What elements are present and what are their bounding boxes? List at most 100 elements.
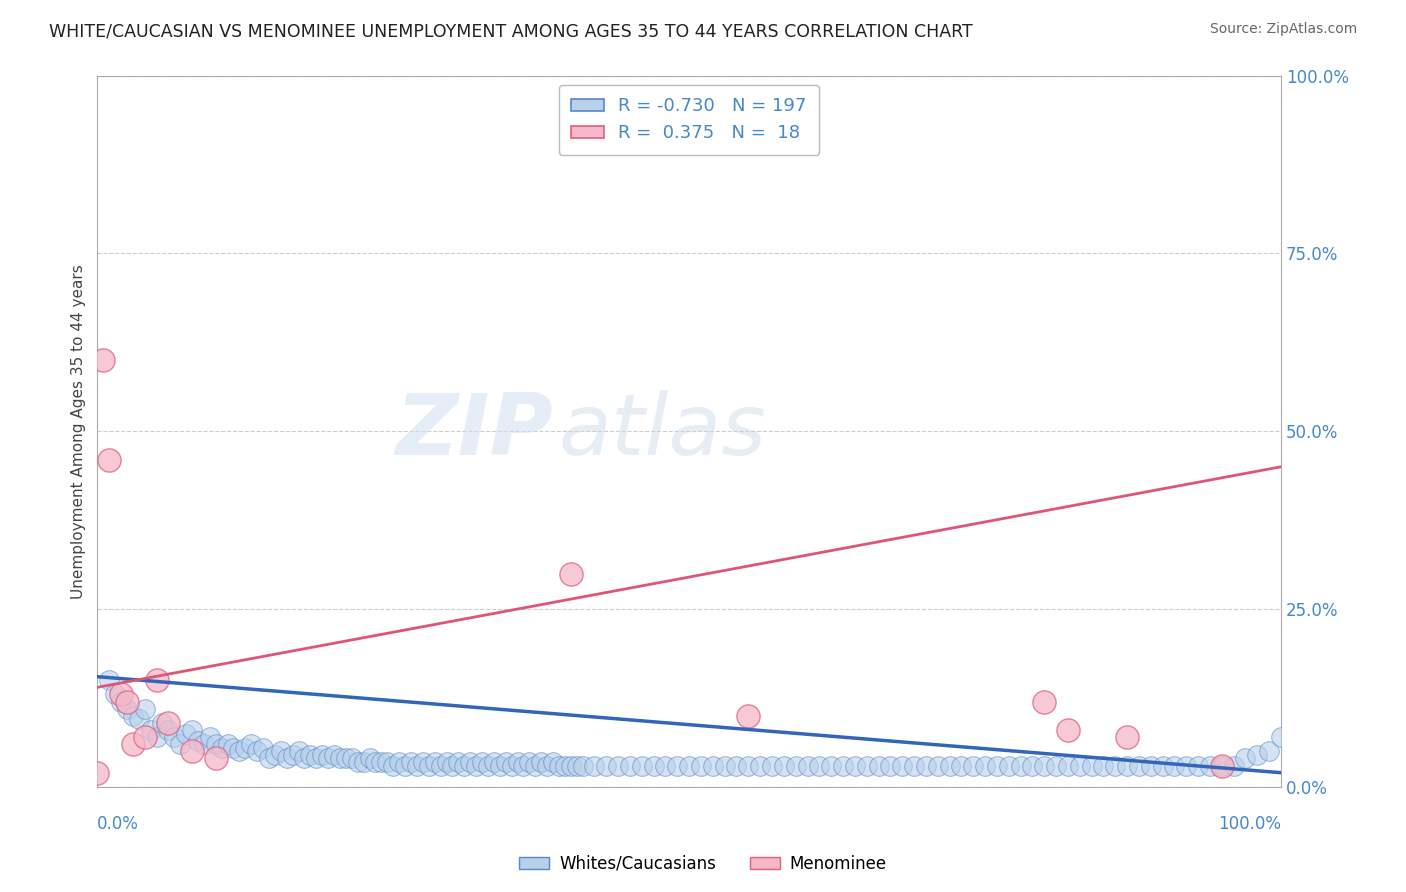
Point <box>152 715 174 730</box>
Point <box>115 694 138 708</box>
Point <box>412 755 434 769</box>
Point <box>1199 758 1222 772</box>
Point <box>1211 758 1233 772</box>
Point <box>749 758 772 772</box>
Point <box>1222 758 1244 772</box>
Point <box>482 755 505 769</box>
Point <box>519 755 541 769</box>
Point <box>134 701 156 715</box>
Point <box>1045 758 1067 772</box>
Point <box>654 758 676 772</box>
Point <box>128 712 150 726</box>
Point <box>1211 758 1233 772</box>
Legend: Whites/Caucasians, Menominee: Whites/Caucasians, Menominee <box>513 848 893 880</box>
Point <box>110 694 132 708</box>
Point <box>187 733 209 747</box>
Point <box>375 755 398 769</box>
Point <box>222 740 245 755</box>
Point <box>121 737 143 751</box>
Point <box>394 758 416 772</box>
Text: 100.0%: 100.0% <box>1218 815 1281 833</box>
Point <box>1021 758 1043 772</box>
Point <box>91 353 114 368</box>
Point <box>808 758 831 772</box>
Point <box>1234 751 1257 765</box>
Point <box>554 758 576 772</box>
Point <box>121 708 143 723</box>
Point <box>1080 758 1102 772</box>
Point <box>678 104 700 119</box>
Point <box>246 744 269 758</box>
Point <box>104 688 127 702</box>
Point <box>772 758 794 772</box>
Point <box>962 758 984 772</box>
Point <box>204 751 226 765</box>
Point <box>1128 758 1150 772</box>
Point <box>495 755 517 769</box>
Point <box>441 758 464 772</box>
Point <box>323 747 346 762</box>
Point <box>868 758 890 772</box>
Point <box>204 737 226 751</box>
Point <box>619 758 641 772</box>
Point <box>264 747 287 762</box>
Point <box>796 758 818 772</box>
Point <box>240 737 263 751</box>
Point <box>1187 758 1209 772</box>
Point <box>997 758 1019 772</box>
Point <box>134 730 156 744</box>
Point <box>471 755 494 769</box>
Point <box>157 715 180 730</box>
Point <box>388 755 411 769</box>
Point <box>702 758 724 772</box>
Point <box>1033 758 1056 772</box>
Point <box>181 744 204 758</box>
Point <box>145 673 167 688</box>
Point <box>915 758 938 772</box>
Point <box>512 758 534 772</box>
Point <box>643 758 665 772</box>
Point <box>145 730 167 744</box>
Point <box>713 758 735 772</box>
Point <box>287 744 309 758</box>
Point <box>879 758 901 772</box>
Point <box>1069 758 1091 772</box>
Point <box>536 758 558 772</box>
Point <box>299 747 322 762</box>
Point <box>565 758 588 772</box>
Point <box>233 740 256 755</box>
Point <box>364 755 387 769</box>
Y-axis label: Unemployment Among Ages 35 to 44 years: Unemployment Among Ages 35 to 44 years <box>72 264 86 599</box>
Point <box>174 726 197 740</box>
Point <box>903 758 925 772</box>
Legend: R = -0.730   N = 197, R =  0.375   N =  18: R = -0.730 N = 197, R = 0.375 N = 18 <box>558 85 820 155</box>
Point <box>927 758 949 772</box>
Point <box>548 758 571 772</box>
Point <box>1092 758 1115 772</box>
Point <box>1057 758 1080 772</box>
Text: Source: ZipAtlas.com: Source: ZipAtlas.com <box>1209 22 1357 37</box>
Point <box>346 755 368 769</box>
Point <box>270 744 292 758</box>
Point <box>169 737 191 751</box>
Point <box>281 747 304 762</box>
Point <box>560 566 582 581</box>
Point <box>524 758 547 772</box>
Point <box>855 758 877 772</box>
Point <box>477 758 499 772</box>
Point <box>690 758 713 772</box>
Point <box>986 758 1008 772</box>
Point <box>311 747 333 762</box>
Point <box>115 701 138 715</box>
Point <box>1163 758 1185 772</box>
Point <box>1152 758 1174 772</box>
Point <box>1116 730 1139 744</box>
Point <box>211 740 233 755</box>
Point <box>630 758 652 772</box>
Point <box>447 755 470 769</box>
Point <box>86 765 108 780</box>
Point <box>98 452 121 467</box>
Point <box>257 751 280 765</box>
Point <box>353 755 375 769</box>
Point <box>1175 758 1198 772</box>
